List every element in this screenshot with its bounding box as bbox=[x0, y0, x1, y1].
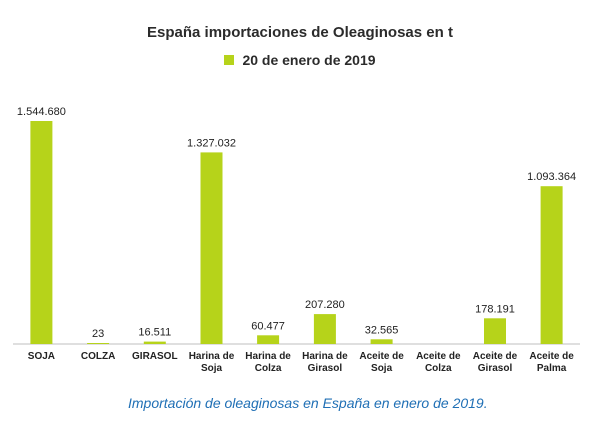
x-tick-label: Colza bbox=[255, 363, 282, 374]
x-tick-label: Harina de bbox=[302, 351, 348, 362]
x-tick-label: Soja bbox=[201, 363, 223, 374]
bar bbox=[143, 341, 166, 344]
legend-label: 20 de enero de 2019 bbox=[242, 52, 376, 68]
x-tick-label: Girasol bbox=[478, 363, 513, 374]
x-tick-label: Aceite de bbox=[416, 351, 461, 362]
data-label: 23 bbox=[92, 328, 104, 340]
caption: Importación de oleaginosas en España en … bbox=[128, 395, 488, 411]
bar bbox=[370, 339, 393, 344]
x-tick-label: Aceite de bbox=[529, 351, 574, 362]
bar bbox=[200, 152, 223, 344]
data-label: 32.565 bbox=[365, 324, 399, 336]
data-label: 207.280 bbox=[305, 299, 345, 311]
bar bbox=[313, 314, 336, 344]
legend: 20 de enero de 2019 bbox=[0, 52, 600, 68]
x-tick-label: Harina de bbox=[189, 351, 235, 362]
bar bbox=[484, 318, 506, 344]
x-tick-label: GIRASOL bbox=[132, 351, 178, 362]
x-tick-label: Colza bbox=[425, 363, 452, 374]
data-label: 1.544.680 bbox=[17, 106, 66, 118]
data-label: 60.477 bbox=[251, 320, 285, 332]
x-tick-label: Aceite de bbox=[473, 351, 518, 362]
x-tick-label: SOJA bbox=[28, 351, 55, 362]
x-tick-label: Harina de bbox=[245, 351, 291, 362]
chart-title: España importaciones de Oleaginosas en t bbox=[147, 24, 453, 41]
bar bbox=[257, 335, 280, 344]
x-tick-label: COLZA bbox=[81, 351, 115, 362]
data-label: 1.327.032 bbox=[187, 137, 236, 149]
data-label: 178.191 bbox=[475, 303, 515, 315]
bar bbox=[87, 343, 110, 344]
data-label: 16.511 bbox=[138, 327, 171, 339]
x-tick-label: Soja bbox=[371, 363, 393, 374]
x-tick-label: Palma bbox=[537, 363, 567, 374]
data-label: 1.093.364 bbox=[527, 171, 576, 183]
x-tick-label: Girasol bbox=[308, 363, 343, 374]
x-tick-label: Aceite de bbox=[359, 351, 404, 362]
legend-swatch bbox=[224, 55, 235, 65]
bar bbox=[540, 186, 563, 344]
bar bbox=[30, 121, 53, 344]
